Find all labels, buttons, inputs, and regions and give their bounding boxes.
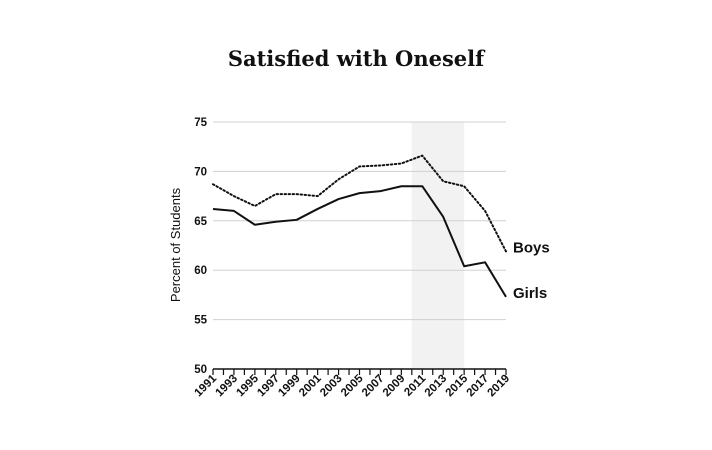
x-tick-label: 2013 [423, 373, 450, 400]
x-tick-label: 2019 [486, 373, 513, 400]
series-label-girls: Girls [513, 285, 547, 302]
x-tick-label: 2001 [297, 372, 324, 399]
x-tick-label: 1995 [234, 372, 261, 399]
x-tick-label: 2015 [444, 372, 471, 399]
x-tick-label: 2009 [381, 373, 408, 400]
y-tick-label: 75 [194, 117, 207, 129]
series-line-girls [212, 185, 507, 298]
x-tick-label: 1993 [213, 373, 240, 400]
x-tick-label: 2005 [339, 372, 366, 399]
x-tick-label: 1991 [193, 372, 220, 399]
x-tick-label: 1999 [276, 373, 303, 400]
series-label-boys: Boys [513, 239, 550, 256]
y-tick-label: 55 [194, 315, 207, 327]
chart-title: Satisfied with Oneself [228, 46, 486, 71]
y-tick-label: 50 [194, 364, 207, 376]
y-tick-label: 70 [194, 166, 207, 178]
x-tick-label: 2007 [360, 373, 387, 400]
plot-area: 50 55 60 65 70 75 1991199319951997199920012003… [193, 117, 550, 399]
series-line-boys [212, 154, 507, 253]
x-tick-label: 2017 [465, 373, 492, 400]
y-tick-label: 65 [194, 216, 207, 228]
y-tick-label: 60 [194, 265, 207, 277]
y-axis-label: Percent of Students [168, 187, 183, 302]
x-tick-label: 1997 [255, 373, 282, 400]
x-tick-label: 2003 [318, 373, 345, 400]
x-tick-label: 2011 [402, 372, 429, 399]
